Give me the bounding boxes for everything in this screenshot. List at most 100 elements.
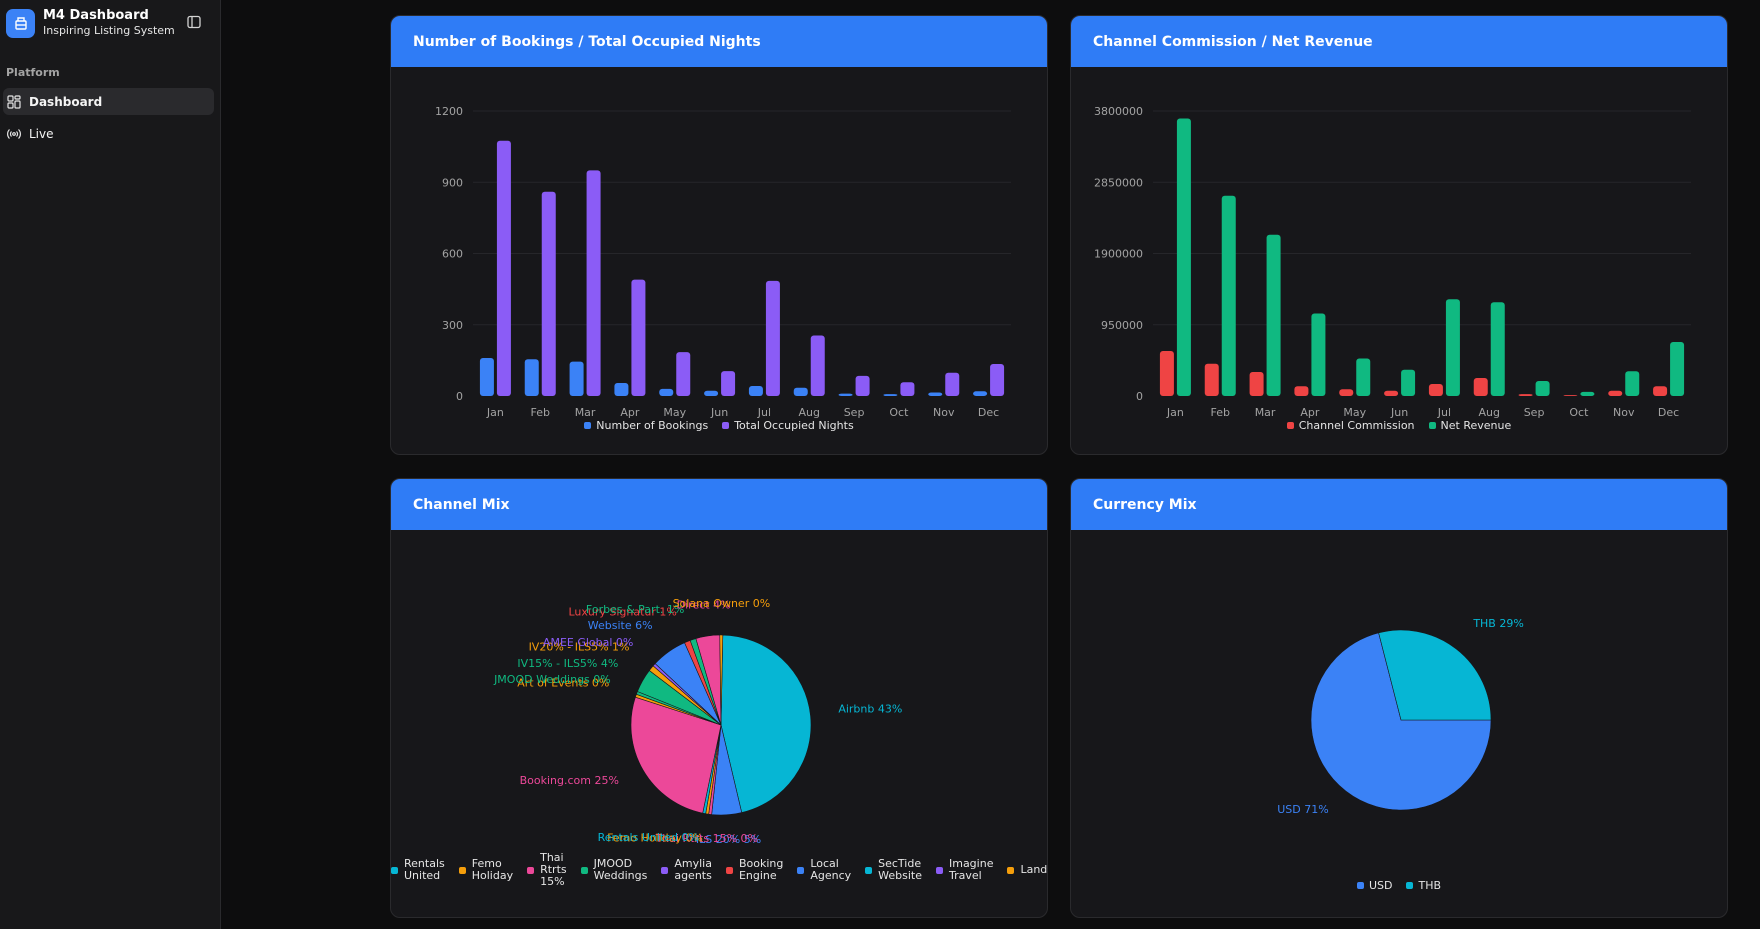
legend-item[interactable]: Channel Commission [1286, 419, 1415, 432]
legend-item[interactable]: Net Revenue [1428, 419, 1511, 432]
bar-total-occupied-nights[interactable] [765, 280, 780, 396]
legend-item[interactable]: Local Agency [797, 858, 851, 882]
x-tick-label: Jul [757, 406, 771, 419]
bar-channel-commission[interactable] [1518, 394, 1533, 396]
bar-channel-commission[interactable] [1159, 351, 1174, 396]
bar-net-revenue[interactable] [1221, 195, 1236, 396]
legend-swatch [1286, 422, 1294, 429]
panel-toggle-icon[interactable] [186, 14, 202, 30]
legend-item[interactable]: Number of Bookings [584, 419, 708, 432]
bar-total-occupied-nights[interactable] [945, 372, 960, 396]
bar-channel-commission[interactable] [1249, 372, 1264, 396]
x-tick-label: Feb [531, 406, 550, 419]
legend-item[interactable]: JMOOD Weddings [580, 857, 648, 882]
x-tick-label: May [1343, 406, 1366, 419]
bar-net-revenue[interactable] [1401, 369, 1416, 396]
bar-number-of-bookings[interactable] [479, 358, 494, 396]
bar-number-of-bookings[interactable] [748, 386, 763, 396]
bar-number-of-bookings[interactable] [793, 387, 808, 396]
legend-item[interactable]: Thai Rtrts 15% [527, 852, 567, 888]
bar-total-occupied-nights[interactable] [631, 279, 646, 396]
sidebar-item-live[interactable]: Live [3, 120, 214, 147]
bar-number-of-bookings[interactable] [524, 359, 539, 396]
bar-total-occupied-nights[interactable] [496, 140, 511, 396]
x-tick-label: Apr [1300, 406, 1320, 419]
bar-total-occupied-nights[interactable] [676, 352, 691, 396]
legend-item[interactable]: Rentals United [391, 858, 445, 882]
bar-net-revenue[interactable] [1535, 381, 1550, 396]
bar-channel-commission[interactable] [1294, 386, 1309, 396]
bar-number-of-bookings[interactable] [973, 391, 988, 396]
legend-item[interactable]: THB [1406, 879, 1441, 892]
dashboard-grid-icon [7, 94, 21, 109]
bar-number-of-bookings[interactable] [928, 392, 943, 396]
pie-label: Website 6% [588, 619, 653, 632]
legend-swatch [584, 422, 592, 429]
bar-net-revenue[interactable] [1580, 391, 1595, 396]
legend-swatch [661, 866, 669, 874]
bar-channel-commission[interactable] [1204, 363, 1219, 396]
bar-total-occupied-nights[interactable] [541, 191, 556, 396]
y-tick-label: 950000 [1101, 319, 1143, 332]
y-tick-label: 1900000 [1094, 248, 1143, 261]
legend-swatch [527, 866, 535, 874]
legend-label: THB [1418, 879, 1442, 892]
bar-total-occupied-nights[interactable] [721, 371, 736, 396]
bar-number-of-bookings[interactable] [883, 394, 898, 396]
legend-item[interactable]: SecTide Website [865, 858, 922, 882]
pie-label: JMOOD Weddings 0% [493, 673, 611, 686]
pie-slice-usd[interactable] [1310, 632, 1492, 811]
y-tick-label: 600 [442, 248, 463, 261]
bar-net-revenue[interactable] [1176, 118, 1191, 397]
bar-total-occupied-nights[interactable] [990, 363, 1005, 396]
legend-swatch [725, 866, 733, 874]
bar-net-revenue[interactable] [1311, 313, 1326, 397]
bar-number-of-bookings[interactable] [659, 388, 674, 396]
bar-net-revenue[interactable] [1445, 299, 1460, 396]
x-tick-label: Oct [1569, 406, 1589, 419]
x-tick-label: May [663, 406, 686, 419]
bar-number-of-bookings[interactable] [838, 393, 853, 396]
bar-channel-commission[interactable] [1608, 390, 1623, 396]
sidebar-item-dashboard[interactable]: Dashboard [3, 88, 214, 115]
pie-label: Luxury Signatur 1% [568, 606, 676, 619]
bar-total-occupied-nights[interactable] [900, 382, 915, 396]
bar-channel-commission[interactable] [1563, 395, 1578, 396]
bar-total-occupied-nights[interactable] [810, 335, 825, 396]
bar-channel-commission[interactable] [1653, 386, 1668, 396]
bar-channel-commission[interactable] [1473, 378, 1488, 396]
legend-swatch [1007, 866, 1015, 874]
legend-label: JMOOD Weddings [593, 857, 648, 882]
bar-net-revenue[interactable] [1490, 302, 1505, 396]
pie-slice-booking-com[interactable] [630, 696, 722, 814]
pie-slice-thb[interactable] [1378, 629, 1492, 721]
legend-item[interactable]: Booking Engine [725, 858, 783, 882]
legend-item[interactable]: USD [1356, 879, 1392, 892]
bar-net-revenue[interactable] [1625, 371, 1640, 396]
legend-item[interactable]: Femo Holiday [458, 858, 513, 882]
bar-number-of-bookings[interactable] [569, 361, 584, 396]
legend-item[interactable]: Amylia agents [661, 858, 712, 882]
brand[interactable]: M4 Dashboard Inspiring Listing System [6, 8, 175, 38]
bar-total-occupied-nights[interactable] [586, 170, 601, 396]
currency-legend: USD THB [1071, 879, 1727, 892]
pie-label: IV20% - ILS5% 1% [529, 640, 630, 653]
bar-number-of-bookings[interactable] [704, 390, 719, 396]
legend-swatch [1406, 882, 1414, 889]
legend-item[interactable]: Imagine Travel [935, 858, 993, 882]
bar-channel-commission[interactable] [1384, 390, 1399, 396]
bar-net-revenue[interactable] [1356, 358, 1371, 397]
pie-slice-solana-owner[interactable] [719, 634, 724, 726]
bar-net-revenue[interactable] [1670, 342, 1685, 396]
pie-slice-airbnb[interactable] [720, 634, 812, 813]
bar-net-revenue[interactable] [1266, 234, 1281, 396]
bar-number-of-bookings[interactable] [614, 382, 629, 396]
legend-item[interactable]: Total Occupied Nights [722, 419, 854, 432]
legend-item[interactable]: Landmark [1007, 864, 1047, 876]
bar-channel-commission[interactable] [1339, 389, 1354, 396]
x-tick-label: Sep [844, 406, 865, 419]
bar-total-occupied-nights[interactable] [855, 375, 870, 396]
bar-channel-commission[interactable] [1428, 384, 1443, 396]
pie-label: Femo Holiday 0% [607, 832, 703, 845]
x-tick-label: Oct [889, 406, 909, 419]
